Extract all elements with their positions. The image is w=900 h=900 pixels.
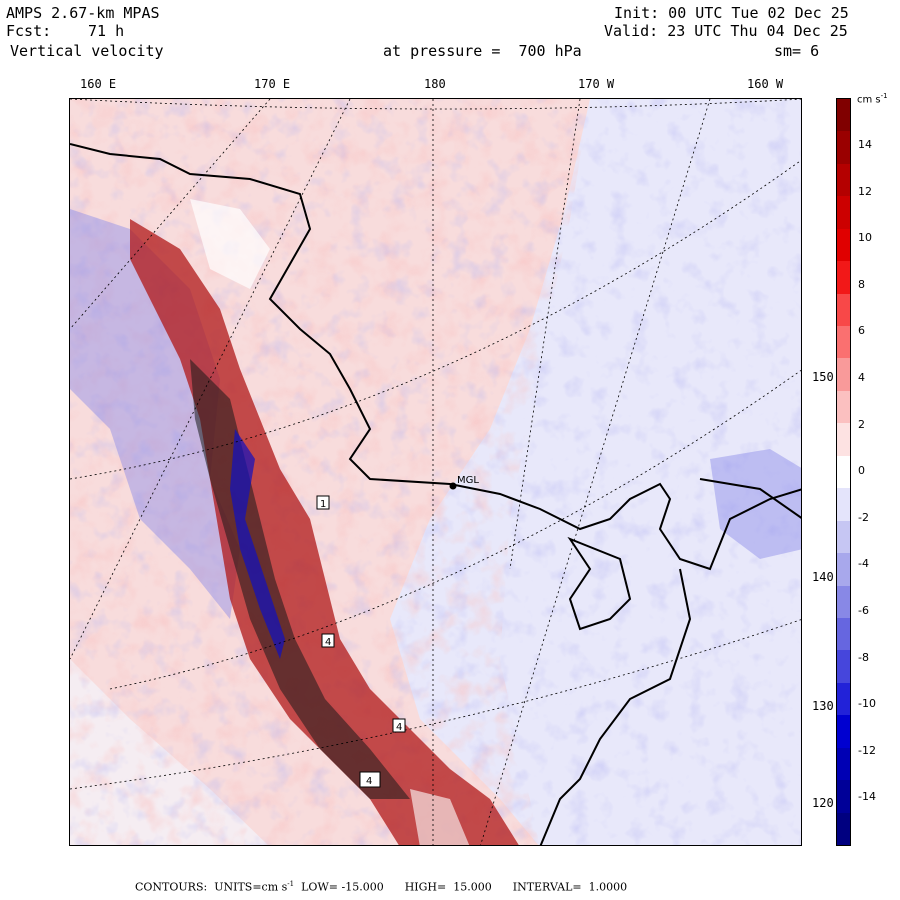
colorbar-tick-label: -4: [858, 557, 869, 571]
colorbar-segment: [837, 358, 850, 392]
lon-label-160e: 160 E: [80, 77, 117, 91]
colorbar-segment: [837, 682, 850, 716]
colorbar-tick-label: -8: [858, 650, 869, 664]
lon-label-160w: 160 W: [747, 77, 784, 91]
cool-texture: [70, 99, 801, 845]
forecast-hour: 71 h: [88, 22, 125, 40]
extremum-box: 4: [321, 633, 335, 648]
extremum-box: 4: [359, 771, 381, 788]
colorbar-tick-label: 2: [858, 417, 865, 431]
extremum-box: 4: [392, 718, 406, 733]
colorbar-tick-label: 8: [858, 277, 865, 291]
forecast-label: Fcst:: [6, 22, 52, 40]
svg-text:1: 1: [320, 499, 326, 510]
lon-label-170w: 170 W: [578, 77, 615, 91]
station-label: MGL: [457, 475, 479, 486]
map-canvas: MGL 4 4 4 1: [70, 99, 801, 845]
colorbar-segment: [837, 488, 850, 522]
coastline: [70, 143, 801, 845]
contour-info: CONTOURS: UNITS=cm s-1 LOW= -15.000 HIGH…: [135, 880, 628, 894]
colorbar-segment: [837, 326, 850, 359]
colorbar-tick-label: 10: [858, 231, 872, 245]
colorbar-tick-label: -2: [858, 510, 869, 524]
model-title: AMPS 2.67-km MPAS: [6, 4, 160, 22]
colorbar-segment: [837, 650, 850, 684]
colorbar-segment: [837, 228, 850, 262]
colorbar-segment: [837, 293, 850, 327]
descent-zone-east: [710, 449, 801, 559]
colorbar-segment: [837, 812, 850, 846]
svg-text:4: 4: [325, 637, 331, 648]
lon-label-180: 180: [424, 77, 446, 91]
strong-descent-core: [230, 429, 285, 659]
colorbar-segment: [837, 196, 850, 230]
colorbar-segment: [837, 261, 850, 295]
colorbar-tick-label: 6: [858, 324, 865, 338]
colorbar-tick-label: -14: [858, 790, 876, 804]
colorbar-segment: [837, 780, 850, 814]
colorbar-tick-label: -10: [858, 697, 876, 711]
colorbar-tick-label: -6: [858, 604, 869, 617]
svg-text:4: 4: [396, 722, 402, 733]
colorbar-tick-label: 4: [858, 371, 865, 384]
init-time: Init: 00 UTC Tue 02 Dec 25: [614, 4, 849, 22]
colorbar-segment: [837, 585, 850, 619]
valid-time: Valid: 23 UTC Thu 04 Dec 25: [604, 22, 848, 40]
extremum-box: 1: [316, 495, 330, 510]
mountain-uplift-band: [130, 219, 519, 845]
colorbar-tick-label: 0: [858, 464, 865, 478]
unshaded-patch-1: [190, 199, 270, 289]
colorbar-segment: [837, 131, 850, 165]
colorbar-tick-label: 12: [858, 184, 872, 198]
colorbar-segment: [837, 747, 850, 781]
graticule: [70, 99, 801, 845]
colorbar-tick-label: -12: [858, 743, 876, 757]
unshaded-patch-2: [410, 789, 470, 845]
colorbar-segment: [837, 617, 850, 651]
field-name: Vertical velocity: [10, 42, 164, 60]
colorbar-segment: [837, 455, 850, 489]
colorbar-segment: [837, 390, 850, 424]
colorbar-segment: [837, 520, 850, 554]
colorbar-segment: [837, 715, 850, 749]
colorbar-segment: [837, 553, 850, 586]
colorbar-tick-label: 14: [858, 138, 872, 151]
colorbar-segment: [837, 99, 850, 132]
lon-label-170e: 170 E: [254, 77, 291, 91]
colorbar-segment: [837, 423, 850, 457]
pressure-level: at pressure = 700 hPa: [383, 42, 582, 60]
svg-text:4: 4: [366, 776, 372, 787]
colorbar-units: cm s-1: [857, 92, 888, 106]
smoothing: sm= 6: [774, 42, 820, 60]
colorbar: [836, 98, 851, 846]
station-marker: [449, 482, 457, 490]
map-panel: MGL 4 4 4 1: [69, 98, 802, 846]
colorbar-segment: [837, 163, 850, 197]
